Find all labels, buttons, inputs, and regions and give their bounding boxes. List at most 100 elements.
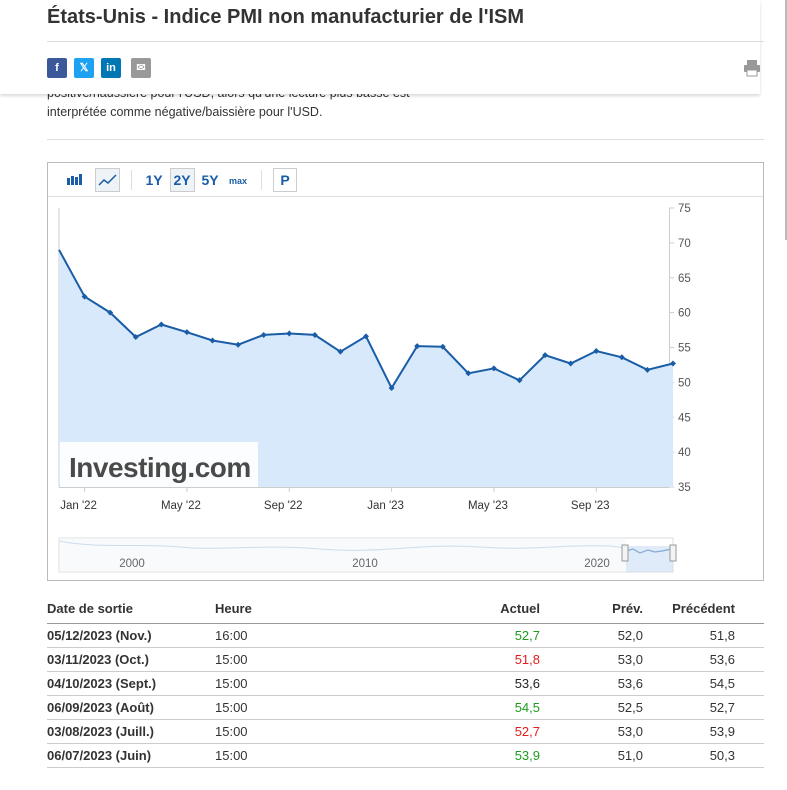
- forecast: 52,0: [617, 628, 643, 643]
- column-header: Actuel: [500, 601, 540, 616]
- facebook-button[interactable]: f: [47, 58, 67, 78]
- linkedin-button[interactable]: in: [101, 58, 121, 78]
- x-tick-label: Jan '22: [60, 500, 97, 512]
- range-button[interactable]: 2Y: [173, 172, 191, 188]
- time: 15:00: [215, 676, 248, 691]
- forecast: 51,0: [617, 748, 643, 763]
- data-point: [670, 360, 676, 367]
- previous: 52,7: [709, 700, 735, 715]
- actual: 54,5: [514, 700, 540, 715]
- column-header: Heure: [215, 601, 252, 616]
- data-point: [235, 341, 242, 348]
- data-point: [132, 334, 139, 341]
- y-tick-label: 55: [678, 343, 691, 355]
- navigator-handle[interactable]: [669, 544, 677, 562]
- previous: 53,6: [709, 652, 735, 667]
- release-date: 06/09/2023 (Août): [47, 700, 154, 715]
- print-icon[interactable]: [743, 59, 761, 77]
- previous: 51,8: [709, 628, 735, 643]
- time: 15:00: [215, 748, 248, 763]
- actual: 53,9: [514, 748, 540, 763]
- x-button[interactable]: 𝕏: [74, 58, 94, 78]
- y-tick-label: 65: [678, 273, 691, 285]
- email-button[interactable]: ✉: [131, 58, 151, 78]
- data-point: [567, 360, 574, 367]
- time: 15:00: [215, 724, 248, 739]
- data-point: [542, 352, 549, 359]
- data-point: [209, 337, 216, 344]
- bar-chart-icon[interactable]: [67, 174, 82, 185]
- data-point: [337, 348, 344, 355]
- navigator-handle[interactable]: [621, 544, 629, 562]
- data-point: [260, 331, 267, 338]
- previous: 54,5: [709, 676, 735, 691]
- data-point: [183, 329, 190, 336]
- divider: [47, 41, 764, 42]
- y-tick-label: 45: [678, 412, 691, 424]
- range-button[interactable]: 1Y: [145, 172, 163, 188]
- previous: 53,9: [709, 724, 735, 739]
- table-header-rule: [47, 623, 764, 624]
- divider: [47, 139, 764, 140]
- release-date: 03/08/2023 (Juill.): [47, 724, 154, 739]
- forecast: 53,0: [617, 652, 643, 667]
- line-chart-button[interactable]: [95, 168, 120, 192]
- data-point: [465, 370, 472, 377]
- time: 15:00: [215, 652, 248, 667]
- description-line: interprétée comme négative/baissière pou…: [47, 105, 323, 119]
- navigator-window[interactable]: [626, 546, 673, 572]
- release-date: 05/12/2023 (Nov.): [47, 628, 152, 643]
- x-tick-label: May '22: [161, 500, 201, 512]
- data-point: [593, 347, 600, 354]
- data-point: [363, 333, 369, 340]
- watermark-bg: [60, 442, 258, 487]
- p-button[interactable]: P: [280, 172, 289, 188]
- release-date: 03/11/2023 (Oct.): [47, 652, 149, 667]
- previous: 50,3: [709, 748, 735, 763]
- y-tick-label: 40: [678, 447, 691, 459]
- y-tick-label: 75: [678, 203, 691, 215]
- y-tick-label: 50: [678, 377, 691, 389]
- range-button[interactable]: max: [229, 176, 247, 186]
- forecast: 53,6: [617, 676, 643, 691]
- data-point: [107, 309, 114, 316]
- data-point: [490, 365, 497, 372]
- row-rule: [47, 719, 764, 720]
- row-rule: [47, 671, 764, 672]
- column-header: Précédent: [672, 601, 735, 616]
- x-tick-label: Sep '23: [571, 500, 610, 512]
- data-point: [414, 343, 421, 350]
- navigator-mask: [59, 538, 626, 572]
- range-button[interactable]: 5Y: [201, 172, 219, 188]
- data-point: [158, 321, 165, 328]
- data-point: [286, 330, 293, 337]
- p-button-box: [273, 168, 297, 192]
- actual: 52,7: [514, 628, 540, 643]
- data-point: [439, 343, 446, 350]
- line-chart-icon: [98, 174, 117, 186]
- release-date: 06/07/2023 (Juin): [47, 748, 152, 763]
- data-point: [644, 366, 651, 373]
- data-point: [388, 384, 395, 391]
- x-tick-label: May '23: [468, 500, 508, 512]
- chart: 1Y 2Y 5Y max P 35 40 45 50 55 60 65 70 75 Jan '22 May '…: [47, 162, 764, 581]
- column-header: Date de sortie: [47, 601, 133, 616]
- column-header: Prév.: [612, 601, 643, 616]
- y-tick-label: 60: [678, 308, 691, 320]
- sticky-header: États-Unis - Indice PMI non manufacturie…: [0, 0, 764, 94]
- actual: 51,8: [514, 652, 540, 667]
- x-tick-label: Sep '22: [264, 500, 303, 512]
- row-rule: [47, 743, 764, 744]
- x-tick-label: Jan '23: [367, 500, 404, 512]
- page-title: États-Unis - Indice PMI non manufacturie…: [47, 6, 525, 28]
- navigator-label: 2010: [352, 558, 378, 570]
- release-date: 04/10/2023 (Sept.): [47, 676, 157, 691]
- data-point: [81, 293, 88, 300]
- area-fill: [59, 249, 673, 487]
- y-tick-label: 35: [678, 482, 691, 494]
- selected-range-box: [170, 168, 195, 192]
- time: 15:00: [215, 700, 248, 715]
- forecast: 52,5: [617, 700, 643, 715]
- forecast: 53,0: [617, 724, 643, 739]
